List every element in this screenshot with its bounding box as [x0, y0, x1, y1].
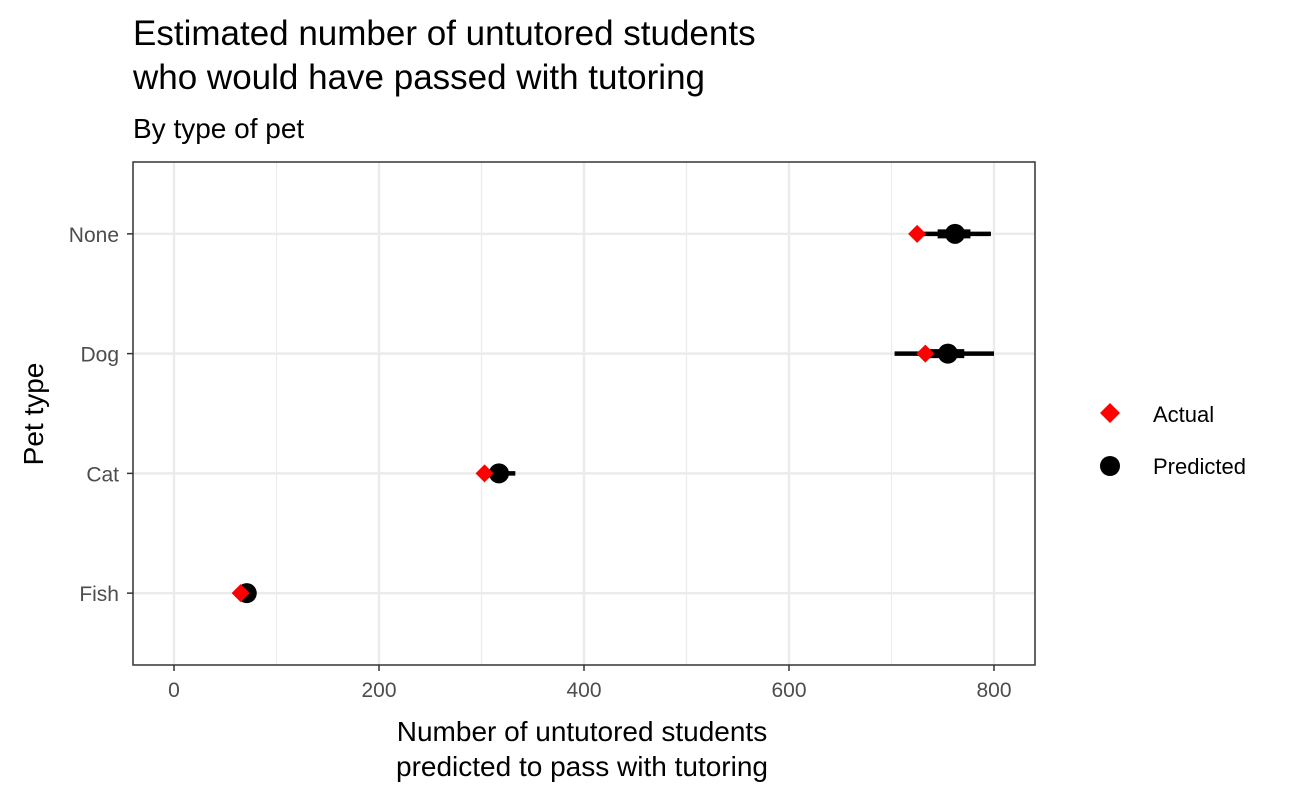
predicted-point	[945, 223, 966, 244]
legend-key-actual	[1100, 403, 1120, 423]
legend: Actual Predicted	[1100, 402, 1246, 479]
y-tick-label: Dog	[80, 344, 119, 367]
x-tick-label: 600	[771, 679, 806, 702]
axes: 0 200 400 600 800 Fish Cat Dog None	[69, 224, 1012, 702]
actual-point	[231, 584, 250, 603]
x-axis-title-line-1: Number of untutored students	[397, 716, 767, 747]
actual-point	[916, 344, 935, 363]
chart-subtitle: By type of pet	[133, 113, 304, 144]
actual-point	[475, 464, 494, 483]
y-axis-title: Pet type	[18, 363, 49, 466]
data-marks	[231, 223, 994, 604]
x-tick-label: 800	[976, 679, 1011, 702]
legend-label-actual: Actual	[1153, 402, 1214, 427]
legend-key-predicted	[1100, 456, 1120, 476]
x-axis-title-line-2: predicted to pass with tutoring	[396, 751, 768, 782]
actual-point	[908, 224, 927, 243]
y-tick-label: None	[69, 224, 119, 247]
predicted-point	[488, 463, 509, 484]
x-tick-label: 400	[566, 679, 601, 702]
grid-lines	[133, 162, 1035, 665]
y-tick-label: Cat	[86, 463, 119, 486]
x-tick-label: 200	[361, 679, 396, 702]
chart-title-line-1: Estimated number of untutored students	[133, 14, 756, 53]
predicted-point	[937, 343, 958, 364]
x-tick-label: 0	[168, 679, 180, 702]
y-tick-label: Fish	[79, 583, 119, 606]
chart-title-line-2: who would have passed with tutoring	[132, 58, 705, 97]
legend-label-predicted: Predicted	[1153, 454, 1246, 479]
